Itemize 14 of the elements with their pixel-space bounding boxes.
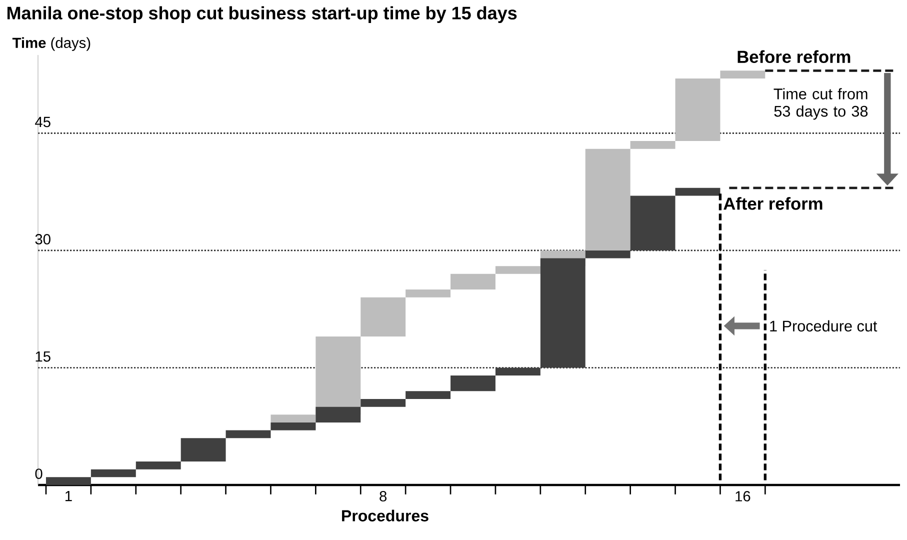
y-tick-label: 15 — [36, 351, 50, 362]
y-axis-title: Time (days) — [12, 37, 90, 51]
text: 1 Procedure cut — [770, 320, 878, 332]
ref-line-label: Before reform — [738, 50, 850, 64]
x-axis-title: Procedures — [342, 510, 428, 522]
ref-line-label: After reform — [724, 197, 822, 210]
x-tick-label: 8 — [380, 491, 387, 502]
chart-title: Manila one-stop shop cut business start-up time by 15 days — [7, 6, 517, 24]
text: Time cut from 53 days to 38 — [774, 88, 868, 120]
y-tick-label: 30 — [35, 234, 50, 244]
x-tick-label: 1 — [65, 491, 72, 502]
y-tick-label: 0 — [35, 468, 42, 479]
x-tick-label: 16 — [736, 491, 750, 502]
y-tick-label: 45 — [35, 116, 50, 128]
